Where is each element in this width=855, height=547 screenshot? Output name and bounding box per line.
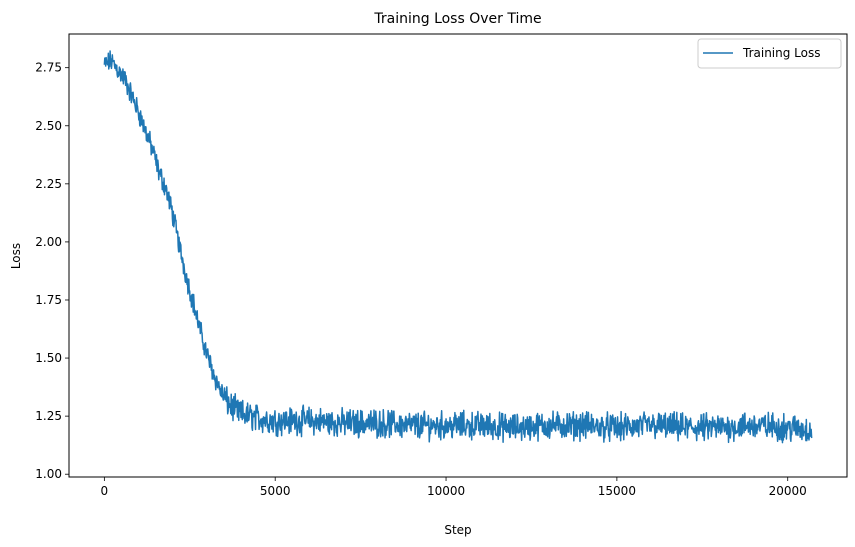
x-tick-label: 20000 [769, 484, 807, 498]
x-tick-label: 15000 [598, 484, 636, 498]
series-line-training-loss [103, 50, 813, 444]
plot-area [103, 50, 813, 444]
y-tick-label: 1.75 [35, 293, 62, 307]
x-axis-label: Step [444, 523, 471, 537]
y-tick-label: 2.25 [35, 177, 62, 191]
x-tick-label: 10000 [427, 484, 465, 498]
legend-label-training-loss: Training Loss [742, 46, 820, 60]
legend-box [697, 38, 842, 69]
y-tick-label: 1.25 [35, 409, 62, 423]
y-tick-label: 1.50 [35, 351, 62, 365]
y-axis: 1.00 1.25 1.50 1.75 2.00 2.25 2.50 2.75 [35, 61, 69, 481]
y-tick-label: 2.50 [35, 119, 62, 133]
y-tick-label: 2.00 [35, 235, 62, 249]
axes-frame [68, 33, 848, 478]
x-axis: 0 5000 10000 15000 20000 [101, 477, 807, 498]
legend: Training Loss [697, 38, 842, 69]
x-tick-label: 5000 [260, 484, 291, 498]
y-tick-label: 1.00 [35, 467, 62, 481]
x-tick-label: 0 [101, 484, 109, 498]
y-tick-label: 2.75 [35, 61, 62, 75]
y-axis-label: Loss [9, 243, 23, 269]
chart-title: Training Loss Over Time [373, 11, 541, 27]
